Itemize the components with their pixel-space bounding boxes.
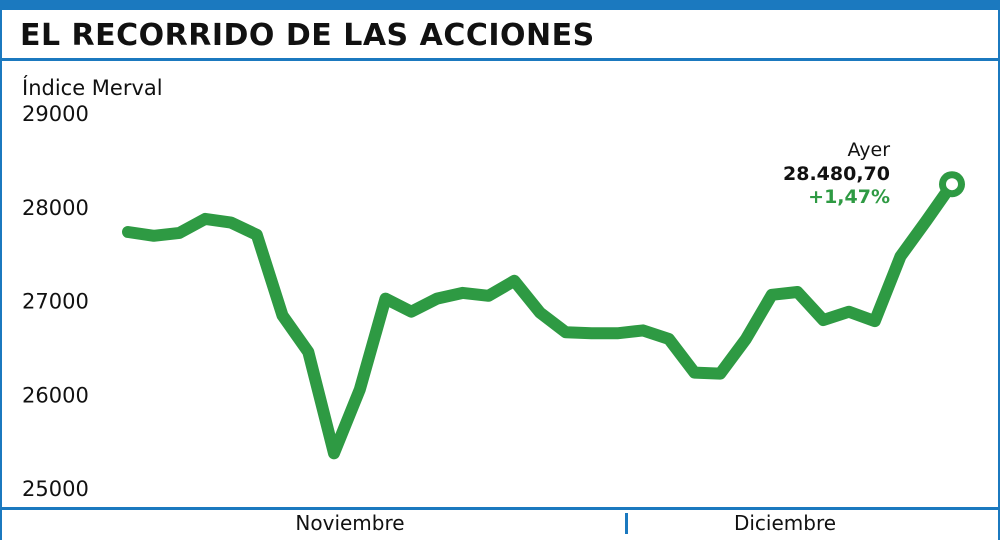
y-axis-label: Índice Merval (22, 76, 163, 100)
x-group-label: Diciembre (734, 511, 836, 535)
x-axis-line (0, 507, 1000, 510)
x-group-label: Noviembre (295, 511, 404, 535)
y-tick-label: 29000 (22, 102, 89, 126)
chart-title: EL RECORRIDO DE LAS ACCIONES (20, 18, 595, 53)
left-border (0, 10, 2, 540)
top-accent-bar (0, 0, 1000, 10)
title-divider (0, 58, 1000, 61)
month-separator (625, 513, 628, 534)
y-tick-label: 28000 (22, 196, 89, 220)
annotation-change: +1,47% (808, 186, 890, 208)
y-tick-label: 26000 (22, 383, 89, 407)
annotation-label: Ayer (848, 139, 891, 161)
annotation-value: 28.480,70 (783, 163, 890, 185)
y-tick-label: 25000 (22, 477, 89, 501)
series-line (122, 178, 958, 460)
right-border (998, 10, 1000, 540)
y-tick-label: 27000 (22, 290, 89, 314)
last-point-marker-center (946, 178, 958, 191)
